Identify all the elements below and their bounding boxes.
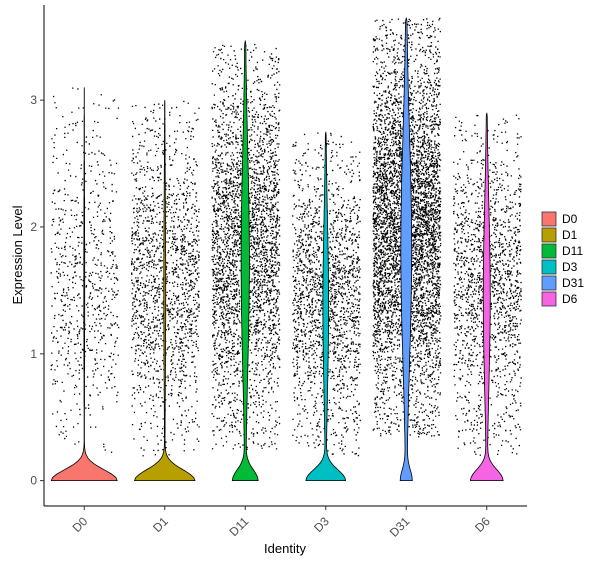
- x-axis-title: Identity: [264, 541, 306, 556]
- violin-D31: [399, 17, 413, 481]
- y-axis-title: Expression Level: [10, 205, 25, 304]
- x-tick-label: D6: [472, 514, 493, 535]
- legend-label-D6: D6: [562, 292, 578, 306]
- jitter-points-D3: [292, 132, 361, 457]
- x-axis-ticks: D0 D1 D11 D3 D31 D6: [70, 506, 493, 540]
- x-tick-label: D0: [70, 514, 91, 535]
- legend-key-D3: [541, 259, 557, 275]
- legend-key-D11: [541, 243, 557, 259]
- x-tick-label: D31: [387, 514, 413, 540]
- x-tick-label: D3: [311, 514, 332, 535]
- legend-label-D11: D11: [562, 244, 583, 258]
- jitter-points-D1: [131, 100, 200, 457]
- legend-key-D31: [541, 275, 557, 291]
- legend-key-D0: [541, 211, 557, 227]
- violins-layer: [50, 17, 504, 481]
- y-tick-label: 2: [30, 220, 37, 234]
- x-tick-label: D1: [150, 514, 171, 535]
- violin-D3: [305, 131, 347, 481]
- violin-D0: [50, 87, 118, 481]
- legend-label-D3: D3: [562, 260, 578, 274]
- violin-D6: [469, 112, 504, 481]
- legend-label-D1: D1: [562, 228, 578, 242]
- violin-D11: [231, 40, 259, 481]
- violin-D1: [133, 100, 196, 481]
- y-tick-label: 0: [30, 474, 37, 488]
- legend-key-D1: [541, 227, 557, 243]
- jitter-points-layer: [50, 17, 522, 457]
- legend-key-D6: [541, 291, 557, 307]
- legend-label-D31: D31: [562, 276, 584, 290]
- x-tick-label: D11: [227, 514, 252, 539]
- y-axis-ticks: 0 1 2 3: [30, 93, 44, 488]
- legend-label-D0: D0: [562, 212, 578, 226]
- y-tick-label: 1: [30, 347, 37, 361]
- legend: D0 D1 D11 D3 D31 D6: [541, 211, 584, 307]
- y-tick-label: 3: [30, 93, 37, 107]
